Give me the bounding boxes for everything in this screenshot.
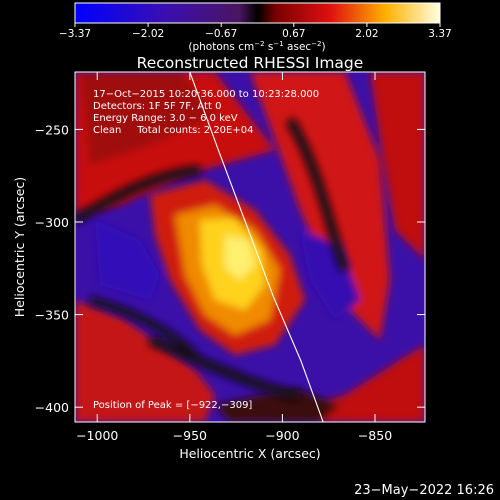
footer-timestamp: 23−May−2022 16:26 (354, 483, 494, 498)
y-tick-label: −250 (35, 122, 69, 137)
solar-limb-curve (189, 72, 324, 422)
y-tick-label: −350 (35, 308, 69, 323)
annotation-time-range: 17−Oct−2015 10:20:36.000 to 10:23:28.000 (93, 89, 319, 100)
colorbar-tick-label: −0.67 (205, 28, 237, 40)
colorbar-tick-label: −3.37 (59, 28, 91, 40)
annotation-clean-counts: Clean Total counts: 2.20E+04 (93, 125, 253, 136)
x-tick-label: −850 (358, 428, 392, 443)
x-axis-label: Heliocentric X (arcsec) (179, 446, 320, 461)
y-axis-label: Heliocentric Y (arcsec) (12, 177, 27, 317)
y-tick-label: −300 (35, 215, 69, 230)
colorbar-tick-label: 3.37 (428, 28, 451, 40)
annotation-energy: Energy Range: 3.0 − 6.0 keV (93, 113, 238, 124)
plot-frame (74, 71, 426, 423)
annotation-peak-position: Position of Peak = [−922,−309] (93, 400, 252, 411)
x-tick-label: −950 (173, 428, 207, 443)
colorbar-unit-label: (photons cm−2 s−1 asec−2) (188, 40, 325, 53)
colorbar: −3.37 −2.02 −0.67 0.67 2.02 3.37 (photons cm−… (59, 2, 452, 53)
colorbar-tick-label: 0.67 (282, 28, 305, 40)
y-tick-label: −400 (35, 400, 69, 415)
annotation-detectors: Detectors: 1F 5F 7F, Att 0 (93, 101, 221, 112)
x-tick-label: −900 (265, 428, 299, 443)
colorbar-tick-label: −2.02 (132, 28, 164, 40)
colorbar-tick-label: 2.02 (355, 28, 378, 40)
x-tick-label: −1000 (76, 428, 118, 443)
chart-title: Reconstructed RHESSI Image (137, 54, 364, 72)
heatmap-image (75, 72, 425, 422)
colorbar-gradient (74, 2, 441, 24)
